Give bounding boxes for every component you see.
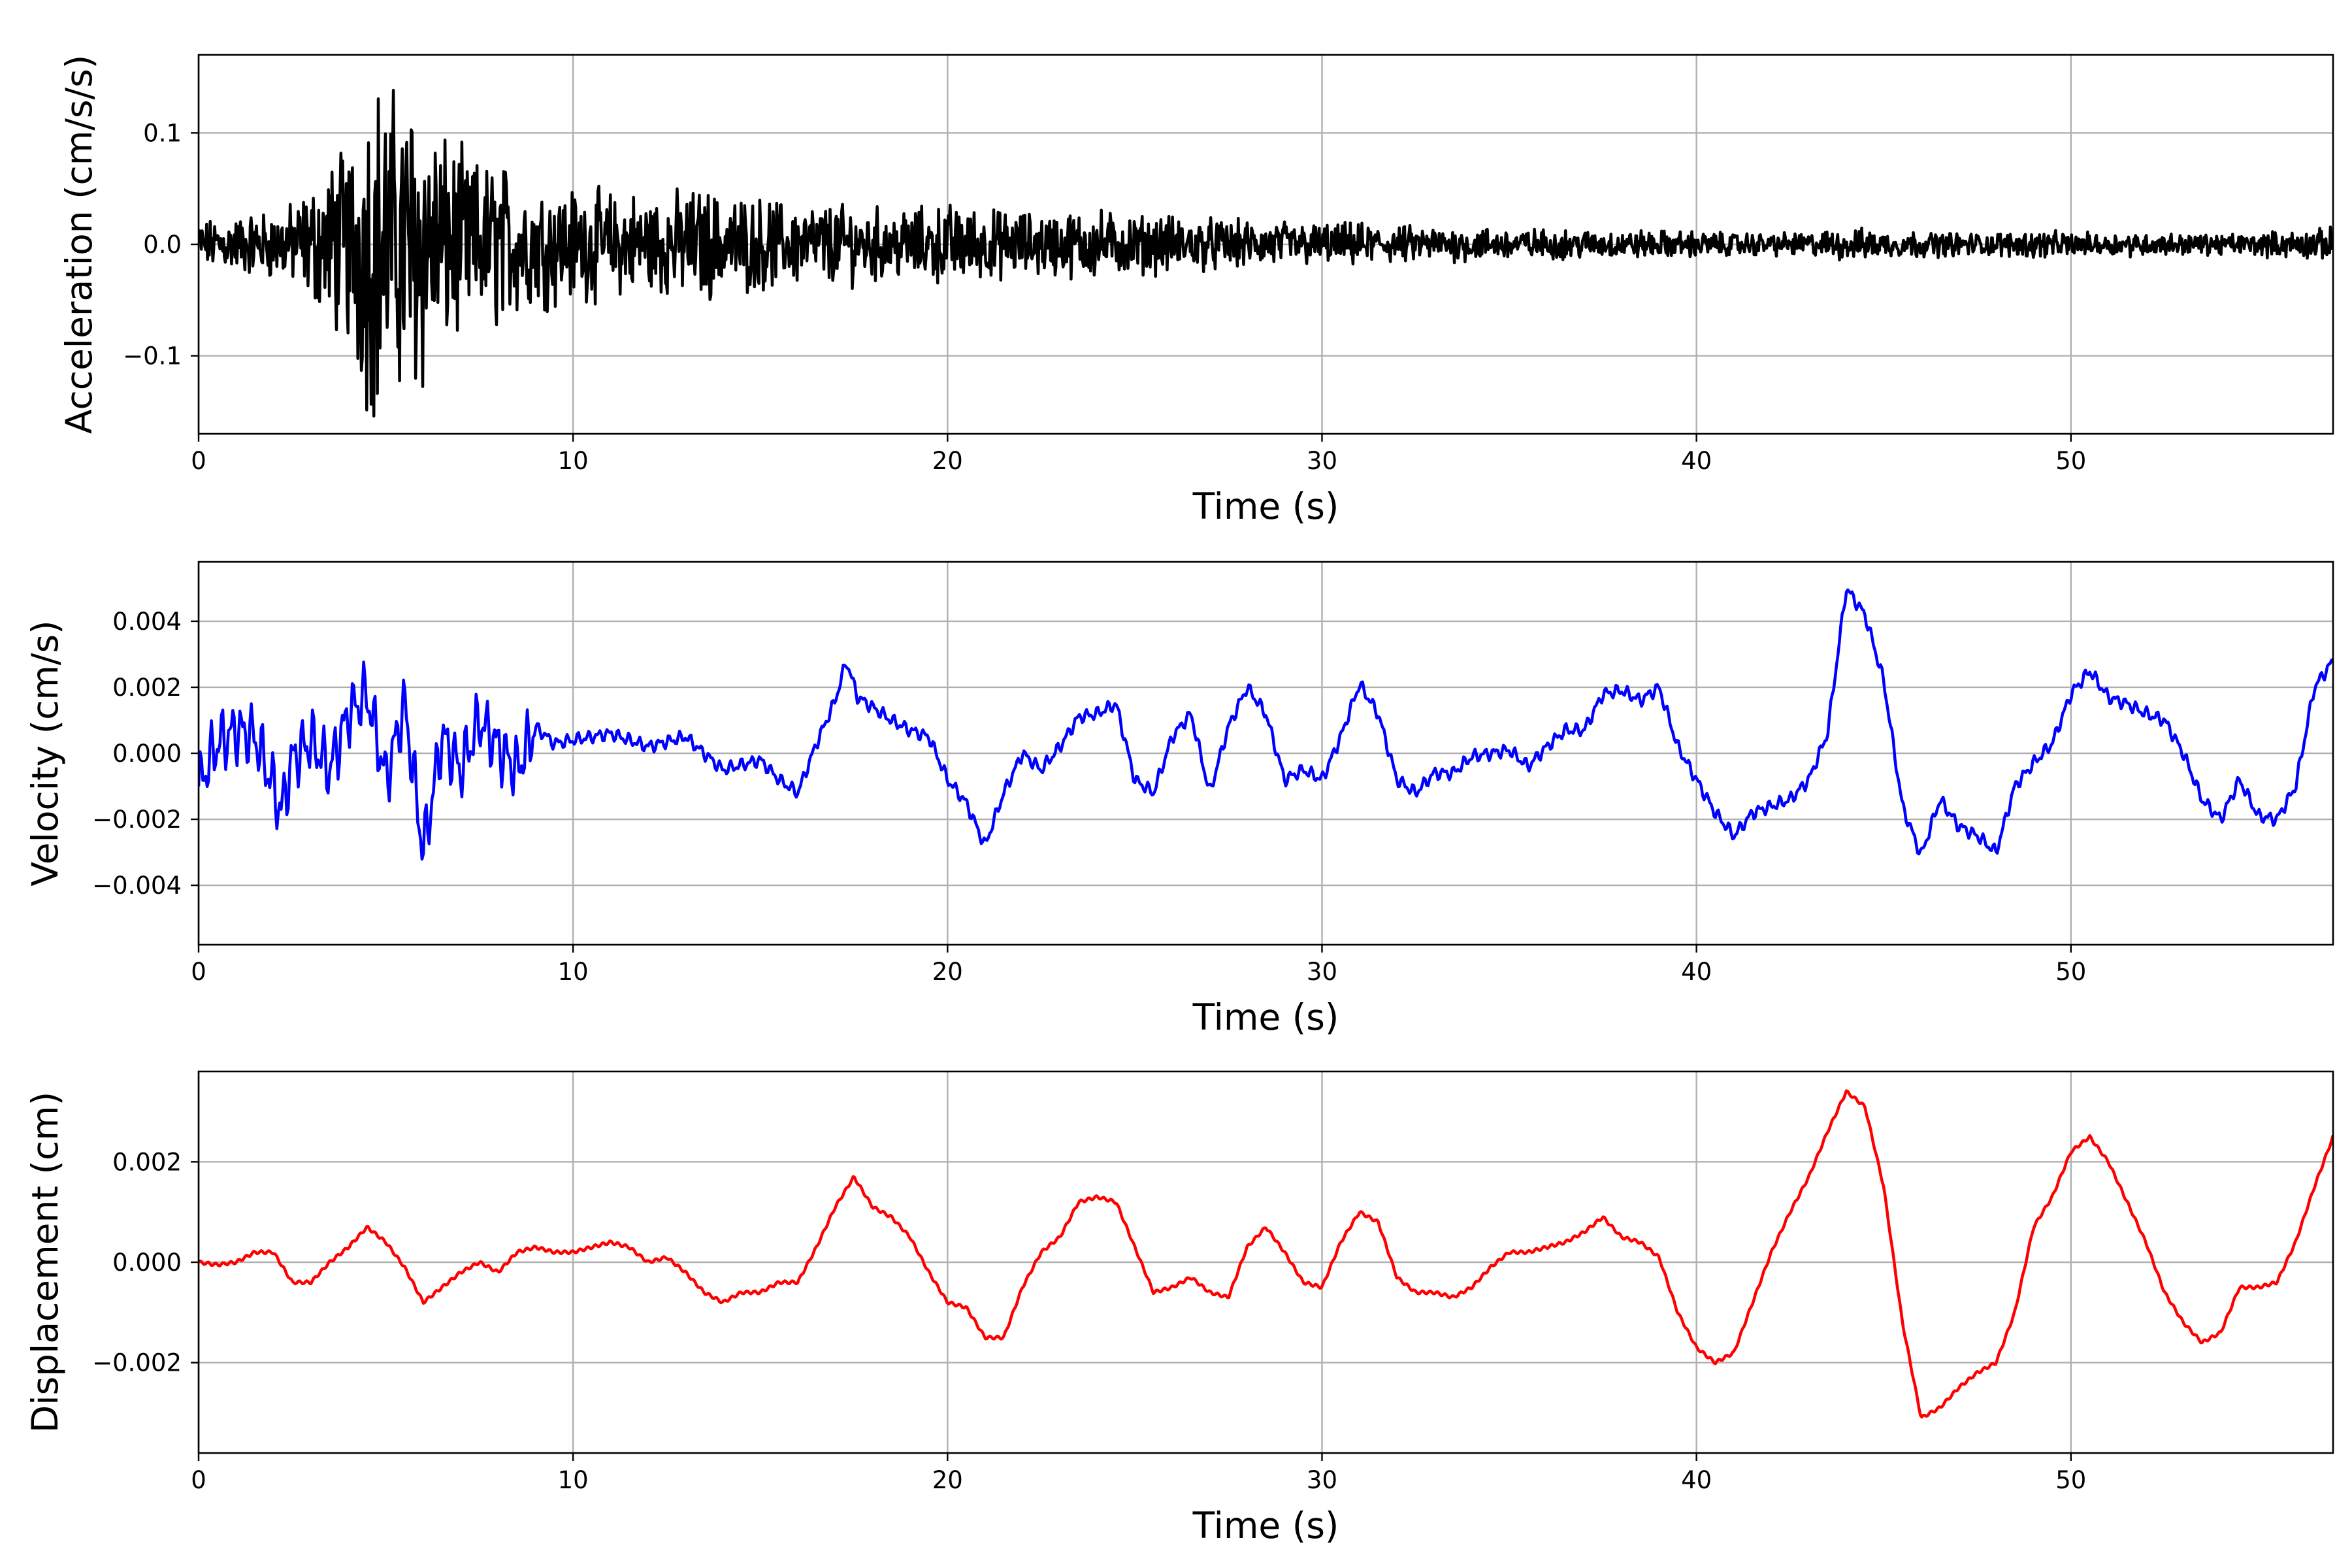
x-tick-label: 0 (191, 1466, 206, 1494)
x-tick-label: 50 (2055, 958, 2086, 986)
x-tick-label: 20 (932, 447, 963, 475)
y-tick-label: 0.000 (112, 740, 182, 768)
x-tick-label: 30 (1307, 958, 1337, 986)
y-tick-label: 0.002 (112, 1148, 182, 1176)
x-axis-label: Time (s) (1192, 1505, 1339, 1546)
y-tick-label: −0.1 (123, 342, 182, 370)
acceleration-panel: 0 10 20 30 40 50 −0.1 0.0 0.1 Time (s) Acceleratio… (58, 54, 2334, 527)
y-tick-label: 0.000 (112, 1249, 182, 1277)
y-tick-label: 0.002 (112, 674, 182, 702)
y-tick-label: −0.004 (92, 872, 182, 900)
acceleration-trace (199, 88, 2333, 418)
x-tick-label: 0 (191, 958, 206, 986)
x-tick-label: 20 (932, 1466, 963, 1494)
displacement-trace (199, 1089, 2333, 1419)
y-tick-label: −0.002 (92, 806, 182, 834)
x-tick-label: 30 (1307, 447, 1337, 475)
x-tick-label: 0 (191, 447, 206, 475)
x-tick-label: 10 (558, 1466, 589, 1494)
y-axis-label: Acceleration (cm/s/s) (58, 55, 100, 434)
x-axis-label: Time (s) (1192, 485, 1339, 527)
y-tick-label: −0.002 (92, 1349, 182, 1377)
x-tick-label: 50 (2055, 1466, 2086, 1494)
y-axis-label: Velocity (cm/s) (24, 620, 66, 886)
x-tick-label: 20 (932, 958, 963, 986)
displacement-panel: 0 10 20 30 40 50 −0.002 0.000 0.002 Time (s) Displ… (24, 1070, 2334, 1546)
x-tick-label: 50 (2055, 447, 2086, 475)
x-tick-label: 40 (1681, 447, 1712, 475)
x-tick-label: 40 (1681, 1466, 1712, 1494)
y-tick-label: 0.004 (112, 608, 182, 636)
x-tick-label: 30 (1307, 1466, 1337, 1494)
y-tick-label: 0.0 (143, 231, 182, 259)
x-tick-label: 40 (1681, 958, 1712, 986)
x-axis-label: Time (s) (1192, 996, 1339, 1038)
x-tick-label: 10 (558, 958, 589, 986)
velocity-trace (199, 588, 2333, 861)
y-axis-label: Displacement (cm) (24, 1092, 66, 1433)
y-tick-label: 0.1 (143, 119, 182, 147)
velocity-panel: 0 10 20 30 40 50 −0.004 −0.002 0.000 0.002 0.004 Ti… (24, 561, 2334, 1038)
x-tick-label: 10 (558, 447, 589, 475)
